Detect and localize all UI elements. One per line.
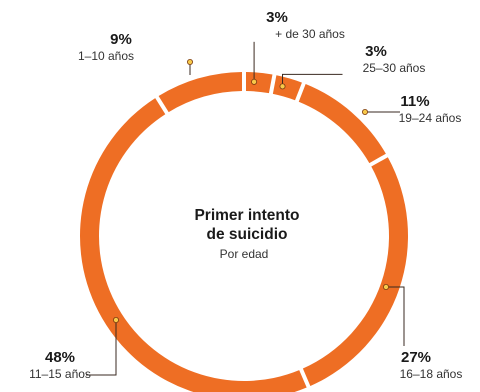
chart-title-line-2: de suicidio bbox=[207, 226, 288, 243]
marker-dot-3 bbox=[382, 283, 389, 290]
marker-dot-1 bbox=[279, 83, 286, 90]
donut-slice-3 bbox=[302, 157, 409, 386]
pct-label-2: 11% bbox=[400, 93, 429, 110]
marker-dot-2 bbox=[361, 109, 368, 116]
pct-label-1: 3% bbox=[365, 43, 387, 60]
donut-slice-5 bbox=[158, 72, 243, 113]
category-label-3: 16–18 años bbox=[400, 367, 463, 381]
category-label-0: + de 30 años bbox=[275, 27, 345, 41]
category-label-5: 1–10 años bbox=[78, 49, 134, 63]
donut-slice-4 bbox=[80, 98, 307, 392]
donut-slices bbox=[80, 72, 409, 392]
pct-label-5: 9% bbox=[110, 31, 132, 48]
chart-subtitle: Por edad bbox=[220, 247, 269, 261]
leader-lines bbox=[86, 41, 405, 376]
category-label-1: 25–30 años bbox=[363, 61, 426, 75]
chart-title-line-1: Primer intento bbox=[194, 207, 299, 224]
category-label-4: 11–15 años bbox=[29, 367, 91, 381]
pct-label-4: 48% bbox=[45, 349, 75, 366]
leader-line-4 bbox=[86, 320, 117, 376]
leader-line-1 bbox=[282, 73, 343, 87]
donut-slice-2 bbox=[298, 84, 386, 164]
category-label-2: 19–24 años bbox=[399, 111, 462, 125]
marker-dot-0 bbox=[251, 78, 258, 85]
marker-dot-4 bbox=[113, 316, 120, 323]
marker-dot-5 bbox=[186, 59, 193, 66]
pct-label-0: 3% bbox=[266, 9, 288, 26]
donut-slice-0 bbox=[245, 72, 273, 94]
leader-line-3 bbox=[386, 286, 405, 346]
donut-slice-1 bbox=[272, 75, 302, 101]
pct-label-3: 27% bbox=[401, 349, 431, 366]
